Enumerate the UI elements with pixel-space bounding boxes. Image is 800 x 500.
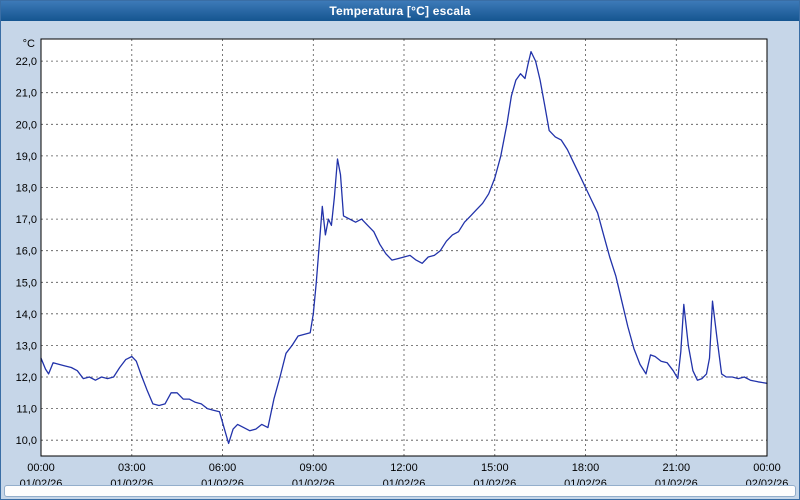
svg-text:01/02/26: 01/02/26	[655, 478, 698, 489]
svg-text:12:00: 12:00	[390, 462, 418, 474]
svg-text:21:00: 21:00	[663, 462, 691, 474]
svg-text:20,0: 20,0	[16, 119, 37, 131]
svg-text:02/02/26: 02/02/26	[746, 478, 789, 489]
svg-text:01/02/26: 01/02/26	[201, 478, 244, 489]
svg-text:19,0: 19,0	[16, 151, 37, 163]
svg-text:01/02/26: 01/02/26	[20, 478, 63, 489]
svg-text:13,0: 13,0	[16, 340, 37, 352]
svg-text:00:00: 00:00	[753, 462, 781, 474]
svg-text:11,0: 11,0	[16, 404, 37, 416]
svg-text:21,0: 21,0	[16, 88, 37, 100]
svg-text:06:00: 06:00	[209, 462, 237, 474]
status-bar	[4, 485, 796, 497]
temperature-line-chart: 10,0 11,0 12,0 13,0 14,0 15,0 16,0 17,0 18,0 19,0…	[16, 38, 789, 489]
svg-text:15,0: 15,0	[16, 277, 37, 289]
svg-text:03:00: 03:00	[118, 462, 146, 474]
title-bar[interactable]: Temperatura [°C] escala	[1, 1, 799, 21]
svg-text:01/02/26: 01/02/26	[110, 478, 153, 489]
svg-text:16,0: 16,0	[16, 246, 37, 258]
svg-text:01/02/26: 01/02/26	[383, 478, 426, 489]
svg-text:01/02/26: 01/02/26	[564, 478, 607, 489]
svg-text:18:00: 18:00	[572, 462, 600, 474]
window-title: Temperatura [°C] escala	[329, 4, 471, 18]
svg-text:01/02/26: 01/02/26	[473, 478, 516, 489]
svg-text:°C: °C	[23, 38, 35, 50]
svg-text:12,0: 12,0	[16, 372, 37, 384]
svg-text:17,0: 17,0	[16, 214, 37, 226]
svg-text:14,0: 14,0	[16, 309, 37, 321]
svg-text:18,0: 18,0	[16, 183, 37, 195]
chart-area: 10,0 11,0 12,0 13,0 14,0 15,0 16,0 17,0 18,0 19,0…	[1, 21, 799, 489]
svg-text:15:00: 15:00	[481, 462, 509, 474]
svg-text:00:00: 00:00	[27, 462, 55, 474]
svg-text:22,0: 22,0	[16, 56, 37, 68]
svg-text:09:00: 09:00	[300, 462, 328, 474]
svg-text:10,0: 10,0	[16, 435, 37, 447]
svg-text:01/02/26: 01/02/26	[292, 478, 335, 489]
